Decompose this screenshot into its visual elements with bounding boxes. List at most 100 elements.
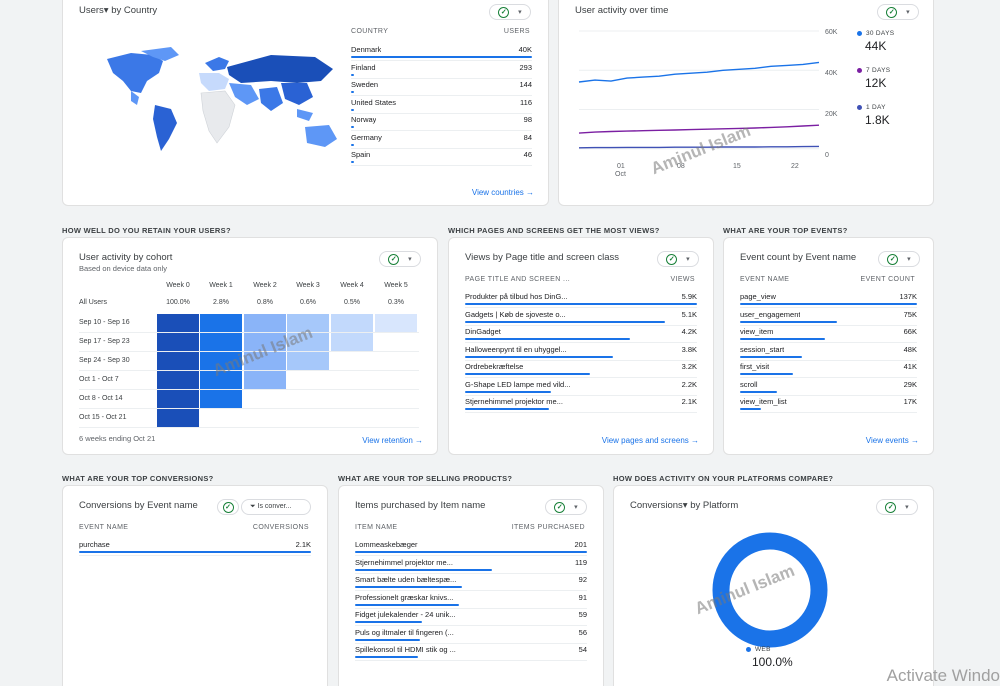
col-items-purchased[interactable]: ITEMS PURCHASED <box>511 524 585 531</box>
platform-donut-chart[interactable] <box>710 530 830 650</box>
table-row[interactable]: United States 116 <box>351 96 532 114</box>
cohort-cell[interactable] <box>244 352 286 370</box>
table-row[interactable]: Ordrebekræftelse 3.2K <box>465 360 697 378</box>
row-label: session_start <box>740 344 785 354</box>
row-label: Produkter på tilbud hos DinG... <box>465 292 568 301</box>
table-row[interactable]: first_visit 41K <box>740 360 917 378</box>
cohort-all-users-value: 2.8% <box>213 299 229 306</box>
col-item-name[interactable]: ITEM NAME <box>355 524 398 531</box>
table-row[interactable]: Fidget julekalender - 24 unik... 59 <box>355 608 587 626</box>
table-row[interactable]: Sweden 144 <box>351 78 532 96</box>
cohort-cell[interactable] <box>244 371 286 389</box>
cohort-cell[interactable] <box>200 371 242 389</box>
table-row[interactable]: Finland 293 <box>351 61 532 79</box>
cohort-cell[interactable] <box>331 333 373 351</box>
card-title[interactable]: Conversions▾ by Platform <box>630 500 739 511</box>
col-views[interactable]: VIEWS <box>670 276 695 283</box>
cohort-all-users-value: 0.8% <box>257 299 273 306</box>
compare-button[interactable]: ✓ ▾ <box>877 4 919 20</box>
cohort-cell[interactable] <box>200 352 242 370</box>
cohort-cell[interactable] <box>287 352 329 370</box>
compare-button[interactable]: ✓ ▾ <box>878 251 920 267</box>
table-row[interactable]: session_start 48K <box>740 343 917 361</box>
row-bar <box>740 355 802 358</box>
row-value: 5.1K <box>681 309 697 319</box>
cohort-cell[interactable] <box>157 333 199 351</box>
col-country[interactable]: COUNTRY <box>351 28 389 35</box>
section-retain: HOW WELL DO YOU RETAIN YOUR USERS? <box>62 226 231 235</box>
card-title: Event count by Event name <box>740 252 857 263</box>
cohort-cell[interactable] <box>157 390 199 408</box>
row-value: 144 <box>519 80 532 89</box>
table-row[interactable]: scroll 29K <box>740 378 917 396</box>
cohort-cell[interactable] <box>287 333 329 351</box>
table-row[interactable]: Stjernehimmel projektor me... 2.1K <box>465 395 697 413</box>
legend-label: WEB <box>755 646 771 653</box>
cohort-cell[interactable] <box>244 333 286 351</box>
compare-button[interactable]: ✓ ▾ <box>545 499 587 515</box>
cohort-cell[interactable] <box>157 371 199 389</box>
x-tick-label: 01 <box>617 163 625 170</box>
table-row[interactable]: Produkter på tilbud hos DinG... 5.9K <box>465 290 697 308</box>
chevron-down-icon: ▾ <box>906 9 910 16</box>
col-event-count[interactable]: EVENT COUNT <box>860 276 915 283</box>
cohort-cell[interactable] <box>200 390 242 408</box>
cohort-cell[interactable] <box>157 352 199 370</box>
card-title[interactable]: Users▾ by Country <box>79 5 158 16</box>
table-row[interactable]: G-Shape LED lampe med vild... 2.2K <box>465 378 697 396</box>
table-row[interactable]: Stjernehimmel projektor me... 119 <box>355 556 587 574</box>
compare-button[interactable]: ✓ ▾ <box>379 251 421 267</box>
compare-button[interactable]: ✓ ▾ <box>657 251 699 267</box>
view-pages-link[interactable]: View pages and screens → <box>601 436 699 445</box>
table-row[interactable]: Smart bælte uden bæltespæ... 92 <box>355 573 587 591</box>
cohort-cell[interactable] <box>331 314 373 332</box>
legend-dot <box>857 30 862 36</box>
cohort-cell[interactable] <box>157 409 199 427</box>
table-row[interactable]: DinGadget 4.2K <box>465 325 697 343</box>
cohort-cell[interactable] <box>287 314 329 332</box>
table-row[interactable]: Puls og iltmaler til fingeren (... 56 <box>355 626 587 644</box>
cohort-cell[interactable] <box>244 314 286 332</box>
view-countries-link[interactable]: View countries → <box>471 188 534 197</box>
col-event-name[interactable]: EVENT NAME <box>740 276 790 283</box>
activity-line-chart[interactable] <box>573 25 833 155</box>
chevron-down-icon: ▾ <box>686 256 690 263</box>
table-row[interactable]: view_item 66K <box>740 325 917 343</box>
view-retention-link[interactable]: View retention → <box>362 436 423 445</box>
table-row[interactable]: Spain 46 <box>351 148 532 166</box>
table-row[interactable]: user_engagement 75K <box>740 308 917 326</box>
col-page-title[interactable]: PAGE TITLE AND SCREEN ... <box>465 276 571 283</box>
compare-button[interactable]: ✓ ▾ <box>489 4 531 20</box>
compare-button[interactable]: ✓ <box>217 499 239 515</box>
table-row[interactable]: Gadgets | Køb de sjoveste o... 5.1K <box>465 308 697 326</box>
legend-web: WEB <box>746 646 771 653</box>
table-row[interactable]: Lommeaskebæger 201 <box>355 538 587 556</box>
row-bar <box>351 126 354 128</box>
col-event-name[interactable]: EVENT NAME <box>79 524 129 531</box>
check-icon: ✓ <box>222 501 234 513</box>
conversions-table: purchase 2.1K <box>79 538 311 558</box>
cohort-cell[interactable] <box>157 314 199 332</box>
table-row[interactable]: Denmark 40K <box>351 43 532 61</box>
table-row[interactable]: view_item_list 17K <box>740 395 917 413</box>
cohort-cell[interactable] <box>375 314 417 332</box>
cohort-cell[interactable] <box>200 333 242 351</box>
compare-button[interactable]: ✓ ▾ <box>876 499 918 515</box>
col-conversions[interactable]: CONVERSIONS <box>252 524 309 531</box>
view-events-link[interactable]: View events → <box>865 436 919 445</box>
table-row[interactable]: Spillekonsol til HDMI stik og ... 54 <box>355 643 587 661</box>
filter-chip[interactable]: ⏷ Is conver... <box>241 499 311 515</box>
table-row[interactable]: Halloweenpynt til en uhyggel... 3.8K <box>465 343 697 361</box>
cohort-cell[interactable] <box>200 314 242 332</box>
world-map[interactable] <box>101 47 351 159</box>
legend-value: 100.0% <box>752 655 793 669</box>
table-row[interactable]: Norway 98 <box>351 113 532 131</box>
table-row[interactable]: purchase 2.1K <box>79 538 311 556</box>
table-row[interactable]: Professionelt græskar knivs... 91 <box>355 591 587 609</box>
legend-label: 7 DAYS <box>857 67 890 74</box>
table-row[interactable]: page_view 137K <box>740 290 917 308</box>
col-users[interactable]: USERS <box>503 28 530 35</box>
row-label: United States <box>351 97 397 107</box>
table-row[interactable]: Germany 84 <box>351 131 532 149</box>
row-bar <box>740 390 778 393</box>
